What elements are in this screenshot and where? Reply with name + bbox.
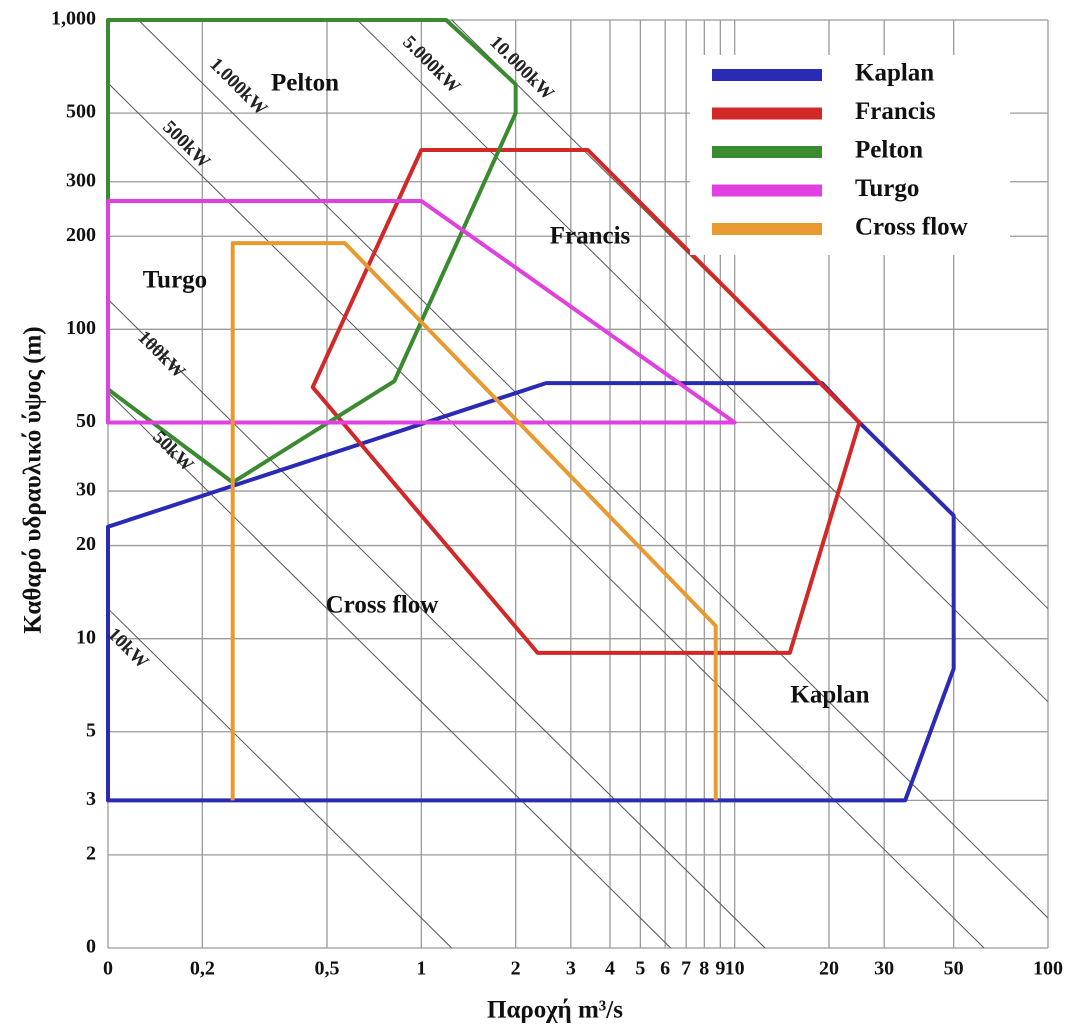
x-tick-label: 100 — [1033, 958, 1063, 980]
legend-label: Francis — [855, 98, 936, 125]
legend: Kaplan Francis Pelton Turgo Cross flow — [690, 55, 1010, 255]
region-label: Turgo — [143, 267, 207, 294]
power-line — [107, 82, 985, 949]
y-tick-label: 30 — [76, 479, 96, 501]
y-tick-label: 5 — [86, 719, 96, 741]
x-tick-label: 5 — [635, 958, 645, 980]
x-tick-label: 0 — [103, 958, 113, 980]
legend-label: Kaplan — [855, 60, 934, 87]
y-tick-label: 500 — [66, 101, 96, 123]
y-axis-title: Καθαρό υδραυλικό ύψος (m) — [20, 326, 47, 633]
y-tick-label: 300 — [66, 169, 96, 191]
legend-label: Pelton — [855, 137, 923, 164]
series-line — [106, 18, 518, 485]
legend-label: Turgo — [855, 175, 919, 202]
power-label: 100kW — [133, 327, 189, 383]
region-label: Francis — [550, 223, 631, 250]
x-tick-label: 30 — [874, 958, 894, 980]
x-tick-label: 0,2 — [190, 958, 215, 980]
y-tick-label: 20 — [76, 533, 96, 555]
x-tick-label: 50 — [944, 958, 964, 980]
x-tick-label: 10 — [725, 958, 745, 980]
y-tick-label: 3 — [86, 788, 96, 810]
series-line — [230, 241, 718, 801]
power-line — [138, 19, 1049, 919]
y-tick-label: 2 — [86, 842, 96, 864]
x-tick-label: 3 — [566, 958, 576, 980]
power-line — [107, 392, 672, 949]
power-line — [107, 608, 453, 949]
x-tick-label: 8 — [699, 958, 709, 980]
x-tick-label: 7 — [681, 958, 691, 980]
power-line — [107, 299, 766, 949]
legend-label: Cross flow — [855, 214, 968, 241]
x-tick-label: 2 — [511, 958, 521, 980]
series-line — [310, 147, 862, 655]
series-line — [106, 198, 737, 425]
y-tick-label: 10 — [76, 626, 96, 648]
series-line — [106, 381, 956, 803]
power-line — [357, 19, 1049, 703]
power-label: 10kW — [103, 624, 152, 673]
y-tick-label: 100 — [66, 317, 96, 339]
x-axis-title: Παροχή m³/s — [487, 997, 623, 1024]
region-label: Cross flow — [326, 592, 439, 619]
x-tick-label: 1 — [416, 958, 426, 980]
x-tick-label: 9 — [715, 958, 725, 980]
power-label: 500kW — [158, 117, 214, 173]
x-tick-label: 4 — [605, 958, 615, 980]
power-label: 1.000kW — [205, 54, 271, 120]
y-tick-label: 50 — [76, 410, 96, 432]
power-label: 5.000kW — [398, 32, 464, 98]
y-tick-label: 1,000 — [51, 8, 96, 30]
x-tick-label: 0,5 — [315, 958, 340, 980]
x-tick-label: 20 — [819, 958, 839, 980]
y-tick-label: 0 — [86, 936, 96, 958]
x-tick-label: 6 — [660, 958, 670, 980]
region-label: Pelton — [271, 70, 339, 97]
region-label: Kaplan — [790, 682, 869, 709]
plot — [106, 18, 956, 803]
y-tick-label: 200 — [66, 224, 96, 246]
